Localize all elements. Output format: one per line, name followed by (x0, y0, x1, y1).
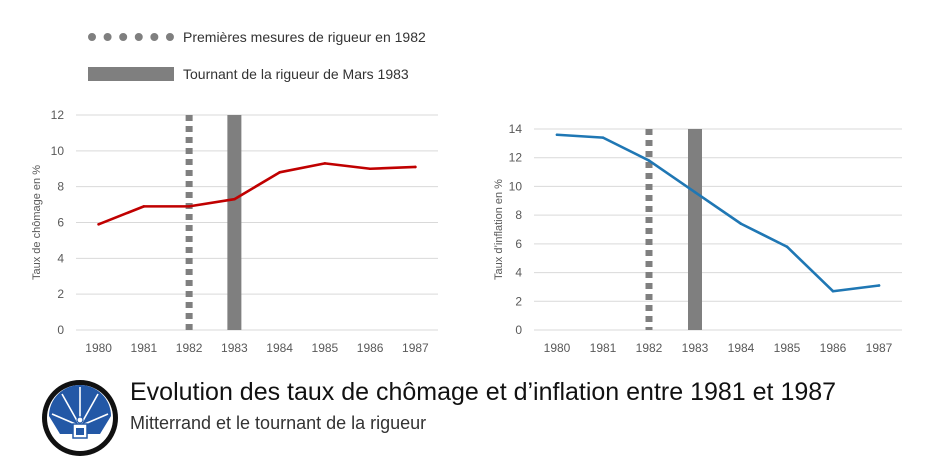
y-tick-label: 4 (515, 266, 522, 280)
y-tick-label: 2 (515, 294, 522, 308)
data-point (278, 171, 281, 174)
x-tick-label: 1983 (221, 341, 248, 355)
series-line (97, 162, 417, 226)
data-point (601, 136, 605, 139)
y-tick-label: 12 (51, 108, 65, 122)
legend-bar-label: Tournant de la rigueur de Mars 1983 (183, 66, 409, 82)
data-point (187, 205, 191, 208)
legend-dashed-swatch (88, 33, 174, 41)
y-tick-label: 8 (515, 208, 522, 222)
x-tick-label: 1987 (866, 341, 893, 355)
caption-title: Evolution des taux de chômage et d’infla… (130, 378, 837, 406)
data-point (368, 167, 372, 171)
y-tick-label: 12 (509, 151, 523, 165)
caption-footer: Evolution des taux de chômage et d’infla… (0, 370, 928, 467)
x-tick-label: 1986 (357, 341, 384, 355)
series-line (555, 133, 881, 293)
x-tick-label: 1984 (266, 341, 293, 355)
data-point (877, 284, 881, 287)
legend-item-dashed: Premières mesures de rigueur en 1982 (88, 27, 426, 47)
x-tick-label: 1982 (636, 341, 663, 355)
legend-dashed-label: Premières mesures de rigueur en 1982 (183, 29, 426, 45)
inflation-chart: 0 2 4 6 8 10 12 14 1980 1981 1982 1983 1984 1985 1986 1… (493, 122, 902, 355)
x-tick-label: 1987 (402, 341, 429, 355)
y-tick-label: 2 (57, 287, 64, 301)
legend-bar-swatch (88, 67, 174, 81)
data-point (831, 289, 835, 293)
data-point (739, 222, 743, 226)
data-point (693, 190, 697, 194)
data-point (647, 159, 651, 162)
data-point (555, 133, 559, 137)
x-tick-label: 1984 (728, 341, 755, 355)
x-tick-label: 1981 (590, 341, 617, 355)
data-point (323, 162, 327, 165)
y-tick-label: 6 (515, 237, 522, 251)
y-tick-label: 10 (51, 144, 65, 158)
x-tick-label: 1980 (85, 341, 112, 355)
y-tick-label: 4 (57, 251, 64, 265)
marker-1983-bar (688, 129, 702, 330)
marker-1983-bar (227, 115, 242, 330)
x-tick-label: 1981 (131, 341, 158, 355)
y-tick-label: 6 (57, 216, 64, 230)
x-tick-label: 1983 (682, 341, 709, 355)
caption-subtitle: Mitterrand et le tournant de la rigueur (130, 413, 427, 433)
data-point (97, 222, 100, 226)
y-tick-label: 14 (509, 122, 523, 136)
unemployment-chart: 0 2 4 6 8 10 12 1980 1981 1982 1983 1984 1985 1986 198… (31, 108, 438, 355)
y-tick-label: 0 (515, 323, 522, 337)
legend-item-bar: Tournant de la rigueur de Mars 1983 (88, 64, 409, 84)
y-axis-label: Taux de chômage en % (31, 165, 43, 280)
data-point (785, 245, 789, 249)
x-tick-label: 1986 (820, 341, 847, 355)
x-tick-label: 1980 (544, 341, 571, 355)
data-point (414, 165, 417, 169)
y-tick-label: 0 (57, 323, 64, 337)
y-axis-label: Taux d’inflation en % (493, 179, 505, 280)
chart-legend: Premières mesures de rigueur en 1982 Tou… (0, 0, 928, 90)
data-point (142, 205, 146, 208)
y-tick-label: 10 (509, 179, 523, 193)
x-tick-label: 1982 (176, 341, 203, 355)
y-tick-label: 8 (57, 180, 64, 194)
x-tick-label: 1985 (312, 341, 339, 355)
x-tick-label: 1985 (774, 341, 801, 355)
blue-fan-podium-emblem-icon (42, 380, 118, 456)
data-point (233, 197, 236, 201)
